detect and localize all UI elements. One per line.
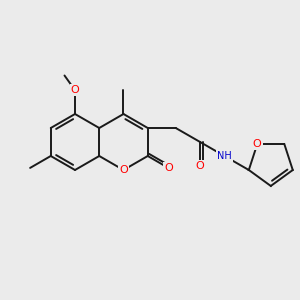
Text: O: O (164, 163, 173, 173)
Text: O: O (70, 85, 80, 95)
Text: O: O (253, 139, 262, 149)
Text: O: O (196, 161, 205, 171)
Text: O: O (119, 165, 128, 175)
Text: NH: NH (217, 151, 232, 161)
